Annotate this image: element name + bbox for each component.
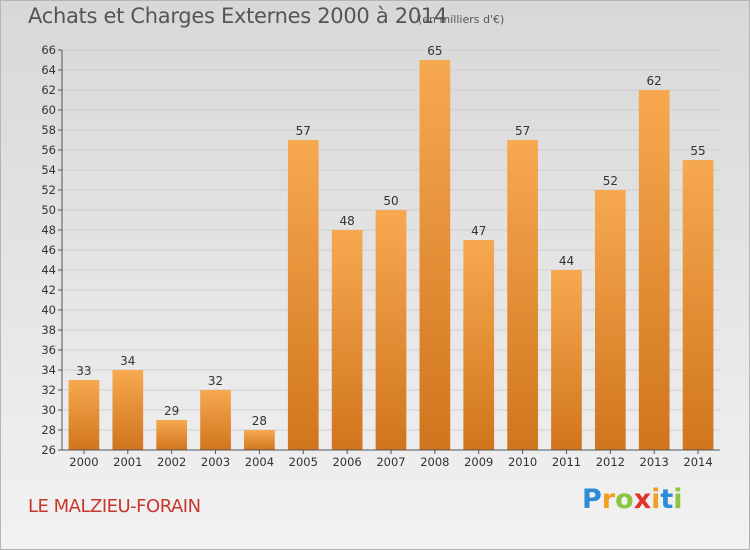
y-tick-label: 52: [41, 183, 56, 197]
x-tick-label: 2013: [640, 455, 669, 469]
x-tick-label: 2007: [376, 455, 405, 469]
y-tick-label: 66: [41, 43, 56, 57]
bar: [331, 230, 363, 450]
commune-name: LE MALZIEU-FORAIN: [28, 496, 201, 517]
bar: [419, 60, 451, 450]
bars: [68, 60, 714, 450]
bar: [112, 370, 144, 450]
logo-letter: x: [633, 484, 652, 515]
x-tick-label: 2006: [332, 455, 361, 469]
bar: [375, 210, 407, 450]
data-label: 32: [208, 374, 223, 388]
x-tick-label: 2009: [464, 455, 493, 469]
data-label: 52: [603, 174, 618, 188]
y-tick-label: 38: [41, 323, 56, 337]
x-tick-label: 2011: [552, 455, 581, 469]
x-tick-label: 2004: [245, 455, 274, 469]
data-label: 33: [76, 364, 91, 378]
labels: 26 28 30 32 34 36 38 40 42 44 46 48 50 52 54 56 58 60 62 64…: [41, 43, 712, 469]
y-tick-label: 34: [41, 363, 56, 377]
y-tick-label: 36: [41, 343, 56, 357]
y-tick-label: 28: [41, 423, 56, 437]
x-tick-label: 2008: [420, 455, 449, 469]
bar: [507, 140, 538, 450]
bar: [682, 160, 714, 450]
data-label: 65: [427, 44, 442, 58]
y-tick-label: 40: [41, 303, 56, 317]
data-label: 57: [296, 124, 311, 138]
bar: [244, 430, 275, 450]
chart-subtitle: (en milliers d'€): [418, 13, 505, 26]
bar: [68, 380, 100, 450]
y-tick-label: 58: [41, 123, 56, 137]
x-tick-label: 2000: [69, 455, 98, 469]
data-label: 48: [339, 214, 354, 228]
y-tick-label: 56: [41, 143, 56, 157]
y-tick-label: 60: [41, 103, 56, 117]
y-tick-label: 42: [41, 283, 56, 297]
bar: [156, 420, 188, 450]
data-label: 62: [647, 74, 662, 88]
chart-title: Achats et Charges Externes 2000 à 2014: [28, 4, 448, 28]
x-tick-label: 2001: [113, 455, 142, 469]
x-tick-label: 2010: [508, 455, 537, 469]
axes: [58, 49, 720, 454]
logo-letter: t: [660, 484, 674, 515]
data-label: 28: [252, 414, 267, 428]
bar: [638, 90, 670, 450]
x-tick-label: 2003: [201, 455, 230, 469]
x-tick-label: 2014: [683, 455, 712, 469]
data-label: 50: [383, 194, 398, 208]
data-label: 57: [515, 124, 530, 138]
y-tick-label: 30: [41, 403, 56, 417]
logo-letter: i: [673, 484, 683, 515]
y-tick-label: 48: [41, 223, 56, 237]
x-tick-label: 2005: [289, 455, 318, 469]
data-label: 34: [120, 354, 135, 368]
data-label: 44: [559, 254, 574, 268]
x-tick-label: 2002: [157, 455, 186, 469]
logo-letter: r: [601, 484, 616, 515]
y-tick-label: 50: [41, 203, 56, 217]
data-label: 47: [471, 224, 486, 238]
y-tick-label: 64: [41, 63, 56, 77]
bar: [200, 390, 231, 450]
logo-letter: i: [651, 484, 661, 515]
y-tick-label: 54: [41, 163, 56, 177]
y-tick-label: 32: [41, 383, 56, 397]
bar: [594, 190, 626, 450]
bar: [287, 140, 319, 450]
y-tick-label: 62: [41, 83, 56, 97]
bar: [551, 270, 582, 450]
logo-letter: P: [582, 484, 602, 515]
y-tick-label: 46: [41, 243, 56, 257]
x-tick-label: 2012: [596, 455, 625, 469]
proxiti-logo: Proxiti: [582, 484, 683, 515]
data-label: 29: [164, 404, 179, 418]
logo-letter: o: [615, 484, 634, 515]
y-tick-label: 44: [41, 263, 56, 277]
data-label: 55: [690, 144, 705, 158]
y-tick-label: 26: [41, 443, 56, 457]
bar: [463, 240, 495, 450]
